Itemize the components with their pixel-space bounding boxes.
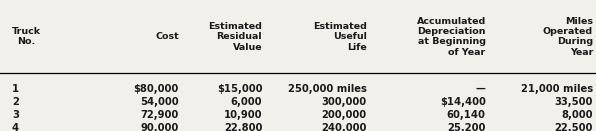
- Text: 2: 2: [12, 97, 19, 107]
- Text: 22,800: 22,800: [224, 123, 262, 131]
- Text: 25,200: 25,200: [448, 123, 486, 131]
- Text: Miles
Operated
During
Year: Miles Operated During Year: [543, 17, 593, 57]
- Text: Estimated
Useful
Life: Estimated Useful Life: [313, 22, 367, 52]
- Text: 33,500: 33,500: [555, 97, 593, 107]
- Text: 8,000: 8,000: [561, 110, 593, 120]
- Text: 22,500: 22,500: [555, 123, 593, 131]
- Text: 240,000: 240,000: [321, 123, 367, 131]
- Text: 54,000: 54,000: [140, 97, 179, 107]
- Text: $15,000: $15,000: [217, 84, 262, 94]
- Text: Truck
No.: Truck No.: [12, 27, 41, 46]
- Text: 1: 1: [12, 84, 19, 94]
- Text: 60,140: 60,140: [447, 110, 486, 120]
- Text: 6,000: 6,000: [231, 97, 262, 107]
- Text: 200,000: 200,000: [321, 110, 367, 120]
- Text: 21,000 miles: 21,000 miles: [521, 84, 593, 94]
- Text: Estimated
Residual
Value: Estimated Residual Value: [209, 22, 262, 52]
- Text: 250,000 miles: 250,000 miles: [288, 84, 367, 94]
- Text: Accumulated
Depreciation
at Beginning
of Year: Accumulated Depreciation at Beginning of…: [417, 17, 486, 57]
- Text: 10,900: 10,900: [224, 110, 262, 120]
- Text: —: —: [476, 84, 486, 94]
- Text: 4: 4: [12, 123, 19, 131]
- Text: 3: 3: [12, 110, 19, 120]
- Text: $80,000: $80,000: [134, 84, 179, 94]
- Text: 90,000: 90,000: [141, 123, 179, 131]
- Text: Cost: Cost: [155, 32, 179, 41]
- Text: 72,900: 72,900: [141, 110, 179, 120]
- Text: 300,000: 300,000: [321, 97, 367, 107]
- Text: $14,400: $14,400: [440, 97, 486, 107]
